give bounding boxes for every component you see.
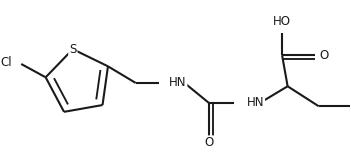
Text: Cl: Cl: [1, 56, 12, 69]
Text: O: O: [204, 136, 213, 149]
Text: HO: HO: [273, 15, 291, 27]
Text: HN: HN: [247, 96, 264, 109]
Text: S: S: [69, 43, 77, 56]
Text: HN: HN: [169, 76, 186, 89]
Text: O: O: [320, 49, 329, 62]
